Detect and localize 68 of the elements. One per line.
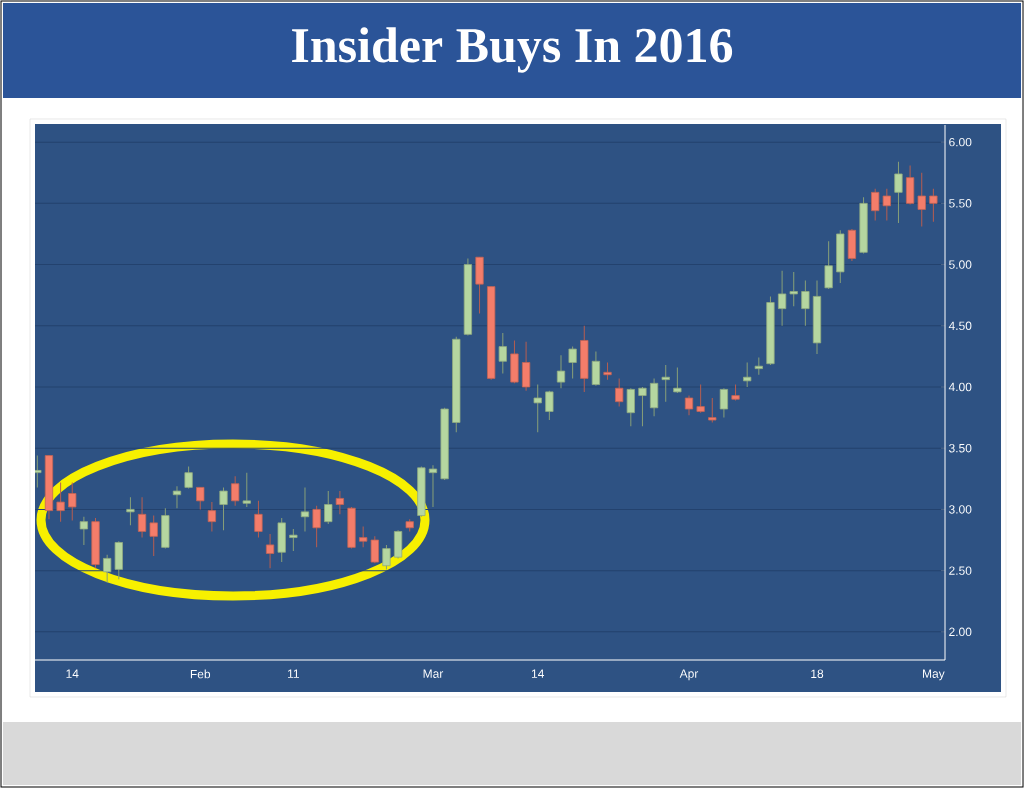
candlestick bbox=[68, 481, 77, 521]
candlestick bbox=[882, 188, 891, 221]
candlestick bbox=[300, 486, 310, 532]
candlestick bbox=[777, 270, 787, 327]
candlestick bbox=[184, 466, 193, 490]
chart-title: Insider Buys In 2016 bbox=[292, 27, 733, 73]
candlestick bbox=[638, 386, 647, 427]
x-tick-label: 11 bbox=[288, 669, 299, 678]
candlestick bbox=[824, 240, 833, 290]
candlestick bbox=[871, 188, 880, 221]
candlestick bbox=[545, 390, 554, 421]
candlestick bbox=[254, 500, 263, 539]
candlestick bbox=[626, 387, 635, 427]
candlestick bbox=[498, 332, 507, 375]
candlestick bbox=[231, 475, 240, 507]
candlestick bbox=[428, 464, 438, 508]
candlestick bbox=[172, 485, 182, 509]
candlestick bbox=[673, 366, 682, 394]
candlestick bbox=[661, 364, 670, 403]
candlestick bbox=[568, 346, 577, 379]
candlestick bbox=[335, 490, 345, 515]
y-tick-label: 5.50 bbox=[949, 199, 972, 208]
y-tick-label: 2.50 bbox=[949, 566, 972, 575]
candlestick bbox=[382, 544, 391, 570]
y-tick-label: 3.00 bbox=[949, 505, 972, 514]
candlestick bbox=[615, 377, 624, 408]
candlestick bbox=[370, 535, 379, 564]
candlestick bbox=[929, 188, 938, 223]
candlestick bbox=[219, 486, 228, 531]
candlestick bbox=[137, 496, 147, 539]
x-tick-label: Feb bbox=[190, 669, 211, 679]
candlestick bbox=[289, 528, 298, 552]
candlestick bbox=[789, 271, 798, 307]
candlestick bbox=[801, 279, 810, 327]
candlestick bbox=[196, 486, 205, 510]
candlestick bbox=[79, 516, 89, 546]
candlestick bbox=[719, 387, 729, 419]
candlestick bbox=[265, 533, 275, 569]
candlestick bbox=[324, 490, 333, 525]
candlestick bbox=[149, 515, 158, 557]
x-tick-label: Mar bbox=[423, 669, 444, 678]
x-tick-label: 14 bbox=[531, 669, 545, 678]
candlestick bbox=[312, 505, 321, 548]
x-tick-label: 14 bbox=[66, 669, 79, 678]
candlestick bbox=[696, 384, 705, 414]
y-tick-label: 4.50 bbox=[948, 321, 972, 331]
candlestick bbox=[917, 172, 926, 228]
x-tick-label: Apr bbox=[679, 669, 699, 681]
candlestick bbox=[684, 395, 694, 416]
x-tick-label: 18 bbox=[811, 669, 824, 679]
candlestick bbox=[894, 161, 903, 224]
candlestick bbox=[207, 501, 217, 532]
y-tick-label: 6.00 bbox=[949, 137, 972, 147]
candlestick bbox=[533, 384, 542, 433]
candlestick bbox=[103, 554, 112, 584]
y-tick-label: 5.00 bbox=[949, 260, 972, 269]
candlestick bbox=[591, 350, 601, 387]
candlestick bbox=[359, 526, 368, 548]
y-tick-label: 3.50 bbox=[949, 443, 972, 453]
candlestick bbox=[708, 397, 717, 423]
candlestick bbox=[126, 496, 135, 526]
y-tick-label: 2.00 bbox=[949, 627, 972, 637]
candlestick bbox=[556, 354, 566, 389]
candlestick bbox=[743, 362, 752, 388]
candlestick bbox=[242, 472, 251, 508]
y-tick-label: 4.00 bbox=[948, 382, 972, 392]
x-tick-label: May bbox=[923, 669, 945, 681]
candlestick bbox=[56, 481, 65, 523]
